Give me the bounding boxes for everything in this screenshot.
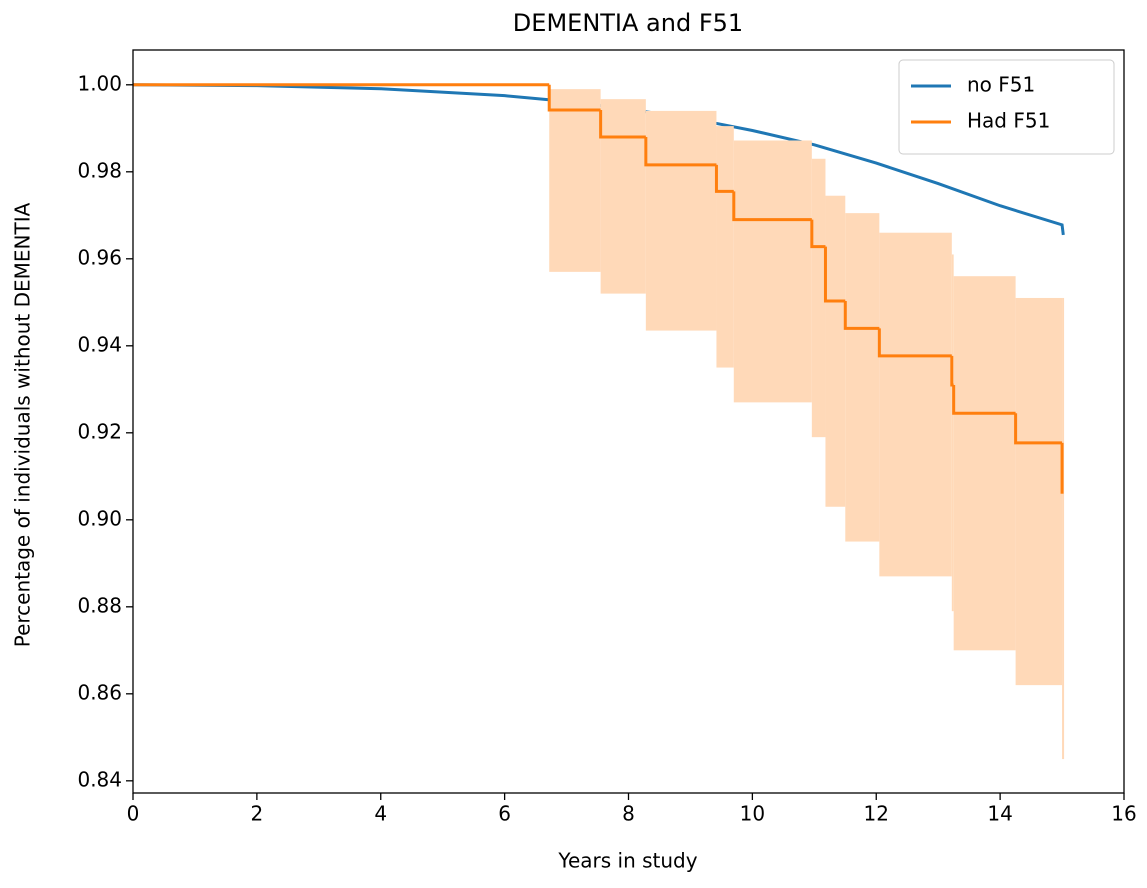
survival-step [732, 191, 812, 222]
x-tick-label: 8 [622, 802, 635, 826]
x-tick-label: 12 [864, 802, 889, 826]
y-tick-label: 0.94 [77, 332, 122, 356]
x-tick-label: 0 [127, 802, 140, 826]
x-tick-label: 2 [251, 802, 264, 826]
confidence-band [1015, 297, 1063, 686]
survival-step [714, 164, 734, 193]
legend-label: Had F51 [967, 109, 1050, 133]
confidence-band [733, 140, 812, 403]
y-tick-label: 0.96 [77, 245, 122, 269]
y-tick-label: 0.98 [77, 158, 122, 182]
survival-step [810, 219, 826, 249]
confidence-band [879, 232, 952, 577]
y-tick-label: 0.86 [77, 680, 122, 704]
confidence-band [845, 213, 880, 542]
y-tick-label: 0.88 [77, 593, 122, 617]
x-tick-label: 14 [987, 802, 1012, 826]
x-tick-label: 4 [374, 802, 387, 826]
x-tick-label: 16 [1111, 802, 1136, 826]
legend: no F51 Had F51 [898, 59, 1115, 155]
confidence-band [645, 110, 717, 331]
x-axis-label: Years in study [557, 849, 697, 873]
confidence-band [716, 126, 734, 368]
survival-step [547, 84, 601, 112]
survival-step [877, 328, 952, 358]
survival-step [843, 301, 880, 330]
plot-area [132, 83, 1065, 760]
y-tick-label: 0.84 [77, 767, 122, 791]
survival-step [1014, 413, 1063, 445]
y-tick-label: 0.90 [77, 506, 122, 530]
confidence-band [549, 89, 601, 272]
survival-step [644, 137, 717, 167]
survival-step [823, 246, 846, 303]
confidence-band [951, 254, 954, 612]
y-axis-label: Percentage of individuals without DEMENT… [11, 202, 35, 647]
confidence-band [825, 195, 846, 507]
survival-line [132, 83, 1065, 236]
y-tick-label: 0.92 [77, 419, 122, 443]
legend-box [898, 59, 1115, 155]
confidence-band [600, 99, 646, 294]
confidence-band [953, 276, 1016, 651]
x-tick-label: 10 [740, 802, 765, 826]
y-tick-label: 1.00 [77, 71, 122, 95]
legend-label: no F51 [967, 73, 1035, 97]
confidence-band [1062, 297, 1065, 760]
x-tick-label: 6 [498, 802, 511, 826]
survival-step [952, 384, 1016, 415]
confidence-band [811, 158, 826, 438]
chart-title: DEMENTIA and F51 [513, 9, 743, 37]
survival-step [599, 110, 646, 139]
